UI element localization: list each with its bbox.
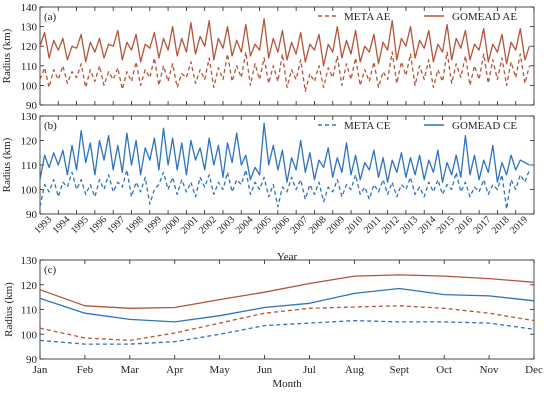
x-tick-label: 2008 (307, 214, 329, 236)
series-line-meta-ce (39, 319, 535, 345)
y-tick-label: 100 (21, 185, 38, 197)
x-tick-label: 1998 (124, 214, 146, 236)
series-line-gomead-ce (39, 287, 535, 323)
x-tick-label: 2010 (343, 214, 365, 236)
y-tick-label: 120 (21, 41, 38, 53)
x-tick-label: 1997 (106, 214, 128, 236)
y-tick-label: 130 (21, 255, 38, 267)
panel-label: (a) (44, 11, 57, 23)
y-tick-label: 100 (21, 329, 38, 341)
y-tick-label: 110 (21, 305, 38, 317)
x-axis-label: Year (277, 251, 298, 263)
x-tick-label: 2012 (380, 214, 402, 236)
series-line-gomead-ce (39, 122, 530, 183)
x-tick-label: 2019 (508, 214, 530, 236)
y-tick-label: 140 (21, 2, 38, 14)
x-tick-label: 1994 (51, 214, 73, 236)
x-tick-label: 2006 (270, 214, 292, 236)
panel-label: (c) (44, 264, 57, 276)
plot-frame (39, 259, 535, 360)
x-tick-label: Apr (166, 364, 183, 376)
x-tick-label: 2000 (160, 214, 182, 236)
x-tick-label: Jan (33, 364, 48, 376)
x-tick-label: 2002 (197, 214, 219, 236)
x-tick-label: 2013 (398, 214, 420, 236)
plot-frame (39, 6, 535, 106)
y-tick-label: 90 (26, 100, 38, 112)
series-line-meta-ae (39, 305, 535, 342)
legend-label: META CE (344, 120, 391, 132)
x-tick-label: 2003 (215, 214, 237, 236)
x-tick-label: 2016 (453, 214, 475, 236)
x-tick-label: 1996 (87, 214, 109, 236)
y-tick-label: 90 (26, 209, 38, 221)
y-tick-label: 120 (21, 136, 38, 148)
y-tick-label: 110 (21, 160, 38, 172)
legend: META AE GOMEAD AE (318, 11, 517, 23)
x-tick-label: 2009 (325, 214, 347, 236)
x-tick-label: Nov (480, 364, 499, 376)
series-line-meta-ae (39, 51, 531, 92)
y-tick-label: 90 (26, 354, 38, 366)
y-axis-label: Radius (km) (1, 28, 13, 83)
x-tick-label: 2004 (234, 214, 256, 236)
x-tick-label: Sept (389, 364, 409, 376)
x-tick-label: 2014 (417, 214, 439, 236)
series-line-meta-ce (39, 169, 531, 210)
x-axis-label: Month (272, 378, 302, 390)
y-axis-label: Radius (km) (1, 137, 13, 192)
x-tick-label: 1995 (69, 214, 91, 236)
x-tick-label: 2018 (490, 214, 512, 236)
x-tick-label: Dec (525, 364, 543, 376)
x-tick-label: Feb (77, 364, 94, 376)
x-tick-label: 2017 (471, 214, 493, 236)
chart-panel-1: 90 100 110 120 130 140 Radius (km) (a) META AE GO… (1, 2, 535, 112)
y-tick-label: 130 (21, 111, 38, 123)
y-tick-label: 100 (21, 80, 38, 92)
x-tick-label: 1999 (142, 214, 164, 236)
series-line-gomead-ae (39, 274, 535, 309)
y-tick-label: 120 (21, 280, 38, 292)
x-tick-label: Oct (436, 364, 452, 376)
y-axis-label: Radius (km) (3, 282, 15, 337)
legend: META CE GOMEAD CE (318, 120, 517, 132)
x-tick-label: 2007 (288, 214, 310, 236)
x-tick-label: Jul (303, 364, 316, 376)
legend-label: GOMEAD CE (452, 120, 517, 132)
x-tick-label: 2011 (362, 214, 384, 236)
y-tick-label: 130 (21, 22, 38, 34)
x-tick-label: Mar (121, 364, 140, 376)
x-tick-label: Aug (345, 364, 364, 376)
x-tick-label: Jun (257, 364, 273, 376)
legend-label: META AE (344, 11, 391, 23)
y-tick-label: 110 (21, 61, 38, 73)
x-tick-label: 2001 (179, 214, 201, 236)
legend-label: GOMEAD AE (452, 11, 517, 23)
x-tick-label: 2005 (252, 214, 274, 236)
x-tick-label: 2015 (435, 214, 457, 236)
panel-label: (b) (44, 120, 57, 132)
x-tick-label: May (210, 364, 231, 376)
series-line-gomead-ae (39, 18, 531, 67)
chart-panel-3: 90 100 110 120 130 Radius (km) (c) Jan Feb Mar Apr… (3, 255, 543, 390)
